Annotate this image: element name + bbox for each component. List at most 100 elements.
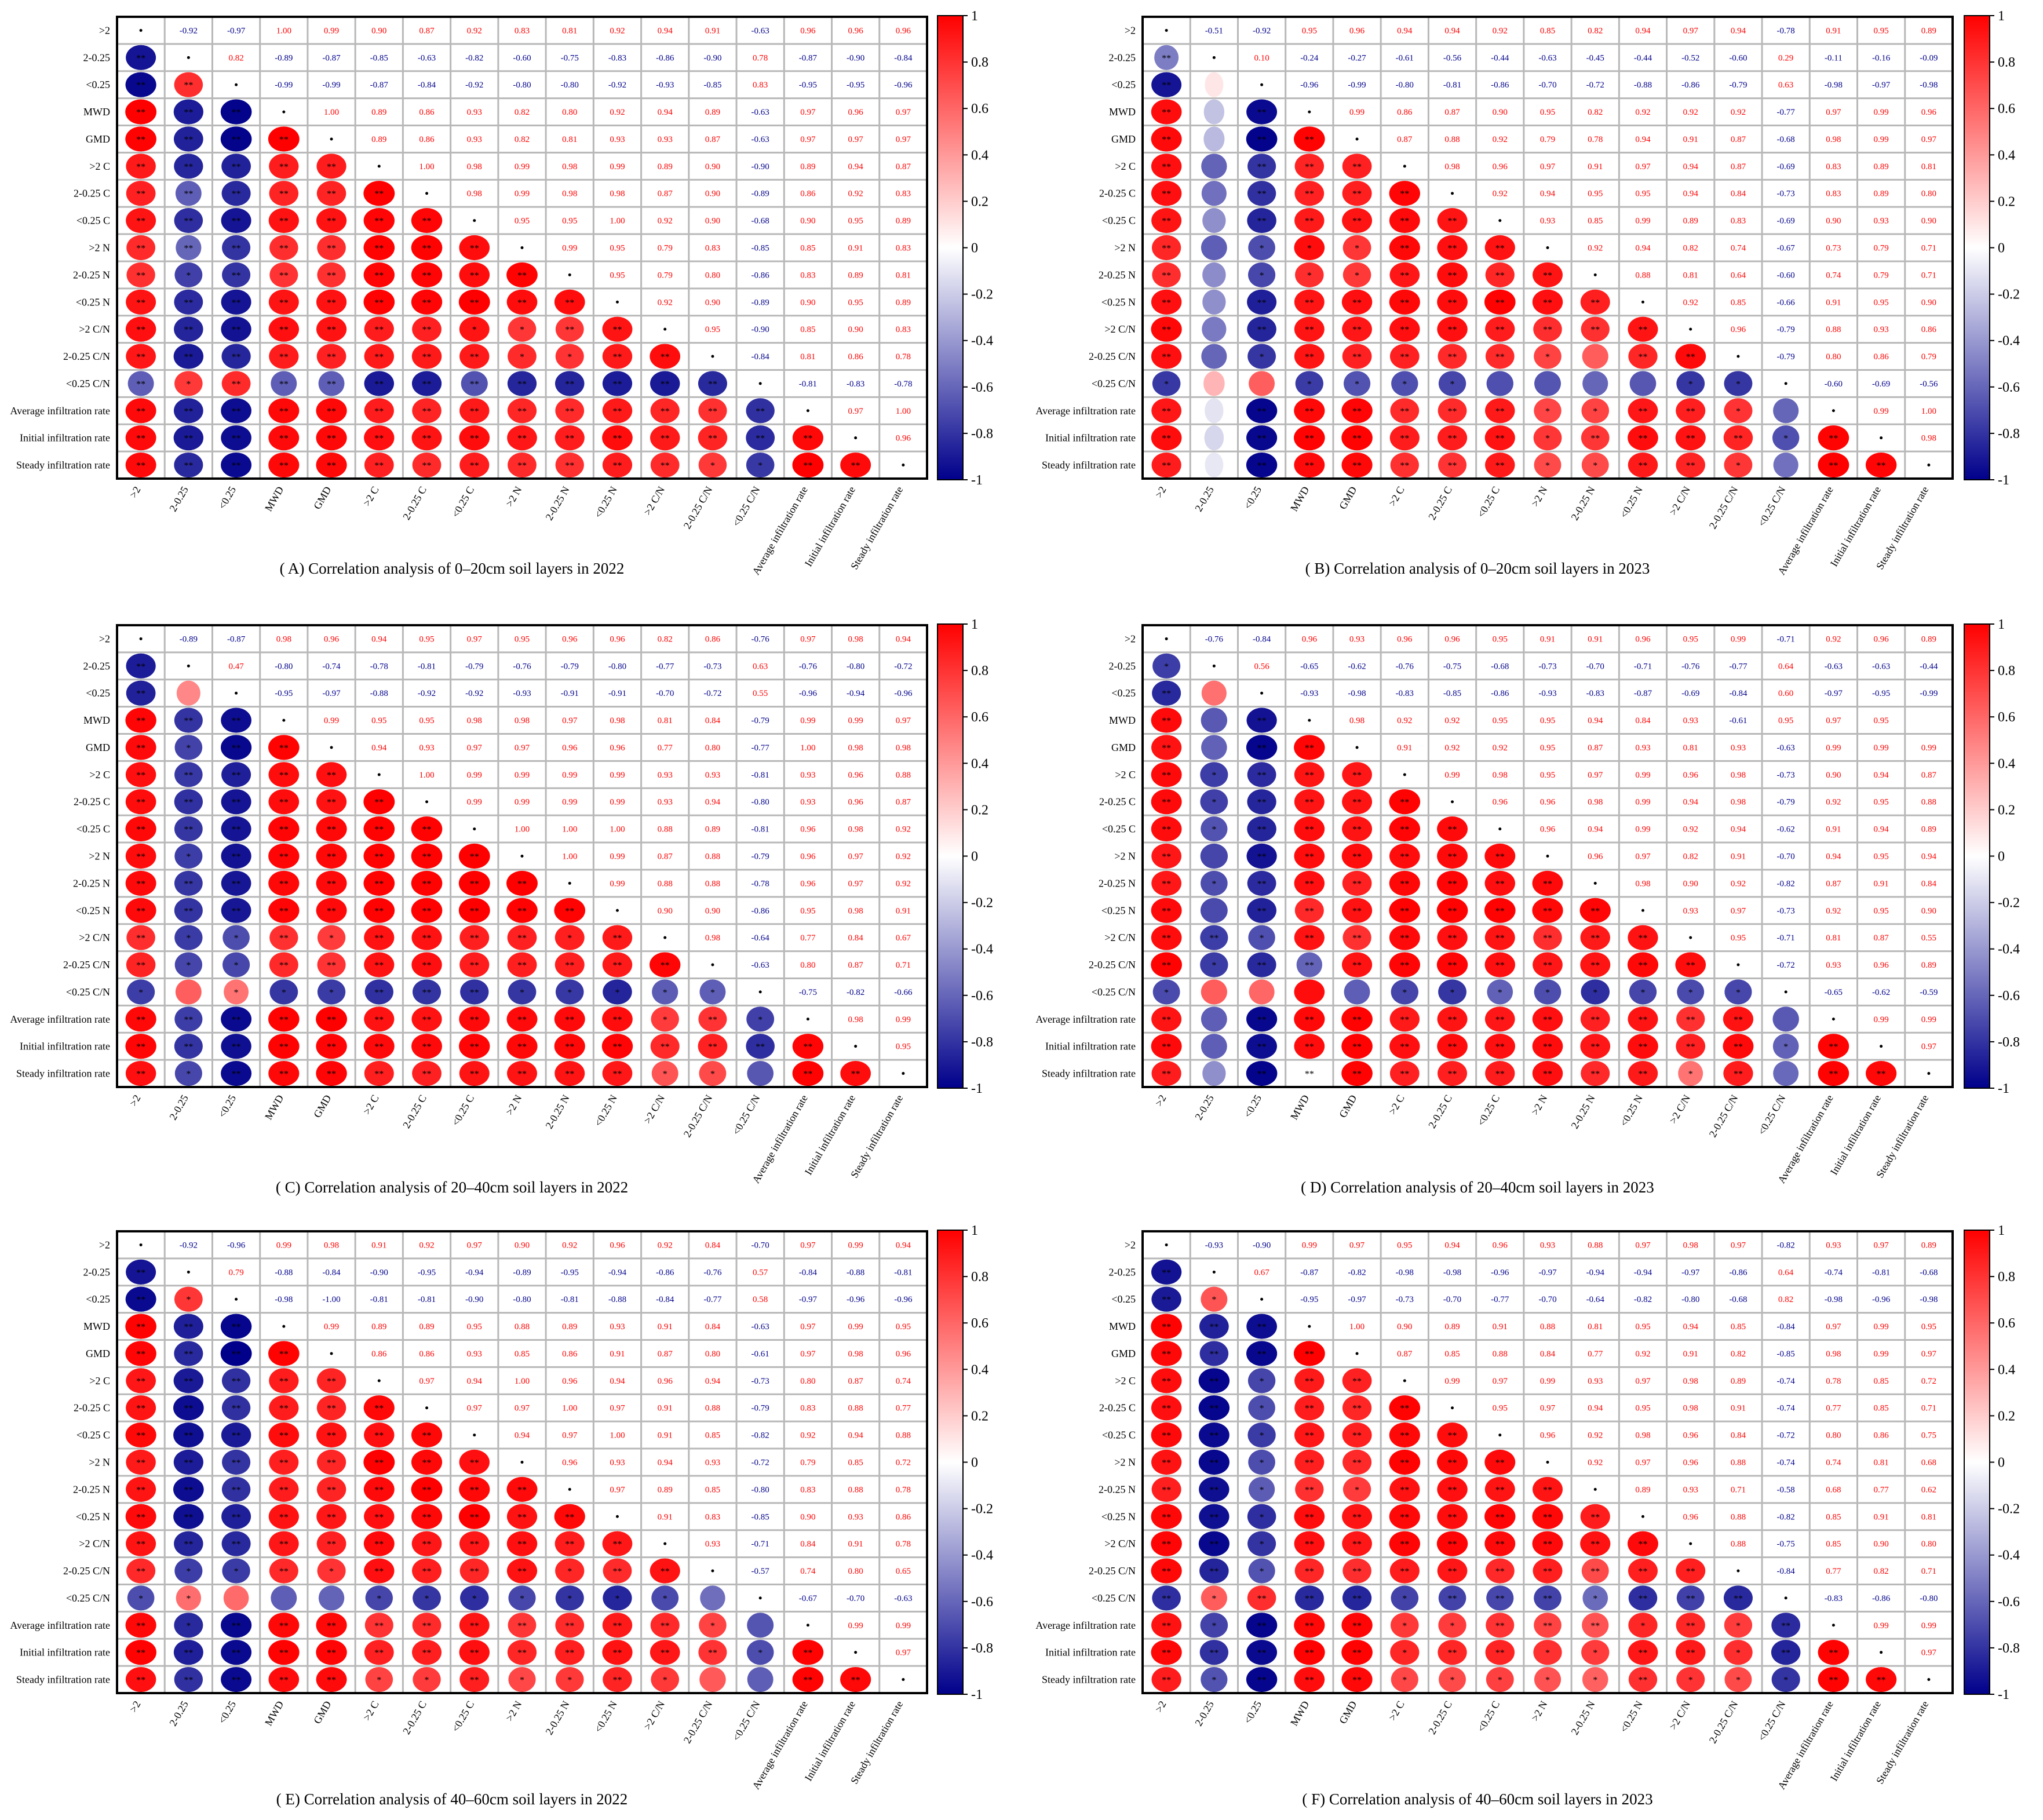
row-label: Initial infiltration rate — [20, 432, 110, 444]
correlation-ellipse — [1294, 789, 1325, 815]
correlation-value: -0.96 — [1872, 1295, 1891, 1304]
row-label: <0.25 — [86, 1293, 110, 1305]
correlation-ellipse — [1342, 344, 1372, 369]
diagonal-dot — [1355, 746, 1359, 749]
correlation-value: -0.87 — [227, 634, 246, 644]
significance-mark: ** — [1734, 1594, 1743, 1604]
correlation-ellipse — [1151, 1286, 1181, 1312]
correlation-ellipse — [1295, 371, 1323, 396]
correlation-ellipse — [1151, 816, 1182, 842]
significance-mark: ** — [422, 325, 432, 335]
correlation-value: 0.93 — [1540, 1241, 1555, 1250]
correlation-value: 0.83 — [1826, 189, 1841, 199]
significance-mark: ** — [327, 1621, 336, 1631]
significance-mark: ** — [803, 461, 812, 471]
significance-mark: ** — [1638, 1648, 1647, 1658]
correlation-ellipse — [174, 1531, 203, 1556]
correlation-ellipse — [554, 1034, 585, 1059]
significance-mark: ** — [327, 461, 336, 471]
significance-mark: ** — [1495, 1540, 1505, 1549]
correlation-value: 0.80 — [848, 1567, 863, 1576]
colorbar-tick-label: 1 — [1998, 617, 2005, 632]
significance-mark: * — [1260, 1540, 1264, 1549]
correlation-ellipse — [1151, 843, 1181, 869]
correlation-ellipse — [1866, 1060, 1897, 1086]
correlation-value: 0.88 — [705, 879, 720, 888]
significance-mark: * — [1212, 1594, 1216, 1604]
correlation-ellipse — [1294, 235, 1325, 261]
correlation-ellipse — [316, 898, 347, 923]
correlation-ellipse — [126, 1368, 156, 1394]
correlation-value: -0.84 — [1777, 1322, 1796, 1332]
significance-mark: ** — [470, 244, 479, 254]
column-label: <0.25 C — [1475, 484, 1502, 519]
row-label: <0.25 C — [1102, 823, 1136, 835]
significance-mark: ** — [1305, 906, 1314, 916]
correlation-ellipse — [126, 208, 156, 234]
correlation-ellipse — [508, 1666, 536, 1693]
significance-mark: ** — [1305, 1042, 1314, 1052]
correlation-ellipse — [1389, 1476, 1420, 1502]
significance-mark: ** — [1448, 1648, 1457, 1658]
colorbar-tick-label: 0.2 — [971, 803, 988, 818]
correlation-ellipse — [268, 735, 300, 760]
row-label: 2-0.25 — [83, 1266, 111, 1278]
correlation-value: 0.98 — [848, 825, 863, 834]
correlation-value: 1.00 — [562, 825, 577, 834]
correlation-value: -0.63 — [894, 1594, 912, 1603]
correlation-ellipse — [1532, 1504, 1563, 1529]
column-label: >2 — [127, 1699, 143, 1715]
correlation-ellipse — [458, 1504, 490, 1529]
correlation-value: 0.96 — [800, 879, 816, 888]
correlation-value: 0.90 — [515, 1241, 530, 1250]
significance-mark: ** — [1305, 1431, 1314, 1441]
correlation-value: 0.95 — [1778, 716, 1793, 725]
correlation-ellipse — [1484, 952, 1515, 978]
correlation-ellipse — [507, 952, 537, 978]
correlation-value: 0.99 — [1874, 108, 1889, 117]
significance-mark: ** — [1543, 271, 1552, 280]
diagonal-dot — [758, 382, 762, 385]
correlation-value: -0.74 — [1777, 1377, 1796, 1386]
correlation-ellipse — [269, 1449, 299, 1475]
column-label: 2-0.25 — [167, 484, 191, 513]
significance-mark: ** — [1448, 852, 1457, 862]
significance-mark: ** — [565, 1042, 574, 1052]
significance-mark: ** — [279, 852, 289, 862]
correlation-ellipse — [1582, 371, 1608, 396]
column-label: <0.25 — [1242, 484, 1264, 511]
correlation-value: -0.83 — [1396, 689, 1414, 698]
correlation-ellipse — [1343, 371, 1371, 396]
correlation-ellipse — [221, 843, 251, 869]
correlation-ellipse — [175, 979, 202, 1005]
column-label: 2-0.25 C — [1426, 484, 1454, 522]
correlation-value: 0.89 — [1921, 26, 1936, 35]
row-label: 2-0.25 N — [73, 1483, 110, 1495]
correlation-value: 0.94 — [705, 798, 721, 807]
significance-mark: ** — [327, 1540, 336, 1549]
correlation-ellipse — [1246, 126, 1278, 152]
correlation-ellipse — [1342, 870, 1372, 896]
correlation-ellipse — [1151, 181, 1182, 206]
row-label: <0.25 N — [1101, 904, 1136, 916]
diagonal-dot — [1832, 1017, 1835, 1021]
correlation-value: 0.99 — [1540, 1377, 1555, 1386]
correlation-value: 0.94 — [896, 1241, 911, 1250]
correlation-ellipse — [1484, 1006, 1515, 1032]
correlation-value: 0.86 — [800, 189, 816, 199]
column-label: 2-0.25 C/N — [681, 484, 715, 531]
correlation-value: 0.98 — [848, 906, 863, 916]
correlation-ellipse — [1203, 99, 1225, 125]
correlation-ellipse — [1676, 1585, 1705, 1611]
significance-mark: ** — [470, 961, 479, 971]
correlation-ellipse — [269, 262, 298, 287]
correlation-value: -0.71 — [1777, 933, 1795, 943]
significance-mark: ** — [1543, 325, 1552, 335]
correlation-ellipse — [1151, 898, 1182, 923]
correlation-ellipse — [222, 952, 250, 978]
correlation-value: -0.72 — [894, 662, 912, 671]
diagonal-dot — [139, 637, 143, 640]
correlation-value: -0.96 — [847, 1295, 865, 1304]
correlation-value: 0.85 — [515, 1350, 530, 1359]
significance-mark: ** — [1162, 743, 1171, 753]
